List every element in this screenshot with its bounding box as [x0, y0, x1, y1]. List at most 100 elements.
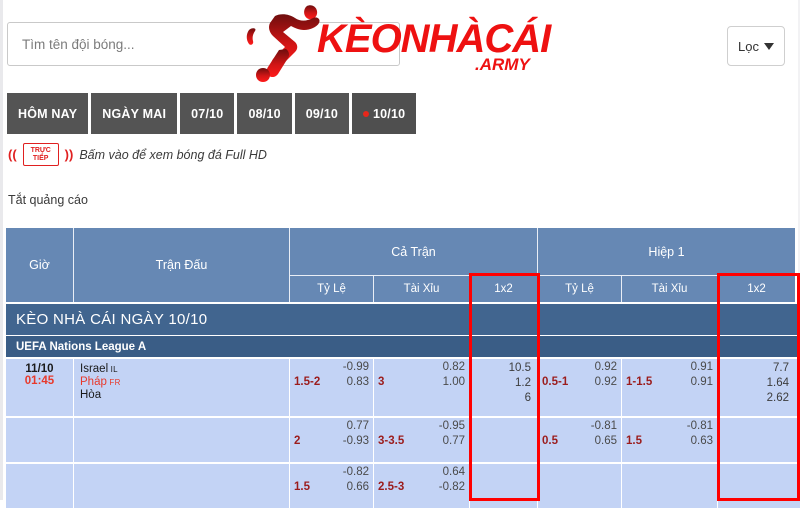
full-handicap-cell-value-2: 0.83: [346, 376, 369, 388]
table-header-group-row: Giờ Trận Đấu Cả Trận Hiệp 1: [6, 228, 800, 302]
match-time-cell: [6, 464, 74, 508]
full-handicap-cell-handicap: 1.5-2: [294, 376, 321, 388]
logo-wordmark: KÈONHÀCÁI: [317, 16, 552, 61]
search-input[interactable]: [8, 23, 399, 65]
header-time: Giờ: [6, 228, 74, 302]
date-tab-label: NGÀY MAI: [102, 106, 167, 121]
date-tab[interactable]: NGÀY MAI: [91, 93, 178, 134]
half-handicap-cell-handicap: 0.5: [542, 435, 558, 447]
full-overunder-cell-value-2: -0.82: [438, 481, 465, 493]
half-overunder-cell[interactable]: 1.5 -0.81 0.63: [622, 418, 718, 462]
table-row[interactable]: 11/10 01:45 Israel IL Pháp FR Hòa 1.5-2 -0.99 0…: [6, 357, 800, 416]
logo-icon: KÈONHÀCÁI .ARMY: [246, 5, 553, 82]
table-body: 11/10 01:45 Israel IL Pháp FR Hòa 1.5-2 -0.99 0…: [6, 357, 800, 508]
full-overunder-cell[interactable]: 2.5-3 0.64 -0.82: [374, 464, 470, 508]
date-tab-label: 08/10: [248, 106, 281, 121]
home-team-country-code: IL: [108, 365, 118, 374]
full-handicap-cell-handicap: 1.5: [294, 481, 310, 493]
live-promo[interactable]: (( TRỰC TIẾP )) Bấm vào để xem bóng đá F…: [8, 143, 267, 166]
full-x12-cell-value: 6: [524, 392, 531, 404]
league-band: UEFA Nations League A: [6, 335, 800, 357]
full-overunder-cell-value-1: -0.95: [438, 420, 465, 432]
date-tab[interactable]: 07/10: [180, 93, 235, 134]
match-teams-cell[interactable]: Israel IL Pháp FR Hòa: [74, 359, 290, 416]
header-match: Trận Đấu: [74, 228, 290, 302]
half-overunder-cell-value-1: -0.81: [686, 420, 713, 432]
full-x12-cell[interactable]: [470, 464, 538, 508]
half-overunder-cell[interactable]: 1-1.5 0.91 0.91: [622, 359, 718, 416]
promo-text: Bấm vào để xem bóng đá Full HD: [79, 147, 267, 162]
header-half-odds: Tỷ Lệ: [538, 275, 622, 302]
half-overunder-cell-handicap: 1-1.5: [626, 376, 653, 388]
away-team-country-code: FR: [106, 378, 121, 387]
day-title-band: KÈO NHÀ CÁI NGÀY 10/10: [6, 302, 800, 335]
date-tab[interactable]: 08/10: [237, 93, 292, 134]
filter-label: Lọc: [738, 38, 759, 54]
full-handicap-cell-value-1: 0.77: [346, 420, 369, 432]
full-overunder-cell[interactable]: 3 0.82 1.00: [374, 359, 470, 416]
half-overunder-cell-value-2: 0.63: [690, 435, 713, 447]
date-tab[interactable]: 10/10: [352, 93, 417, 134]
match-time-cell: [6, 418, 74, 462]
date-tab-label: 07/10: [191, 106, 224, 121]
odds-table: Giờ Trận Đấu Cả Trận Hiệp 1 Tỷ Lệ Tài Xỉ…: [6, 228, 800, 508]
header-full-odds: Tỷ Lệ: [290, 275, 374, 302]
date-tab[interactable]: HÔM NAY: [7, 93, 89, 134]
match-kickoff-time: 01:45: [24, 375, 55, 387]
half-handicap-cell[interactable]: 0.5 -0.81 0.65: [538, 418, 622, 462]
full-handicap-cell[interactable]: 1.5 -0.82 0.66: [290, 464, 374, 508]
logo-suffix: .ARMY: [475, 55, 531, 74]
search-box[interactable]: [7, 22, 400, 66]
full-overunder-cell-value-1: 0.82: [442, 361, 465, 373]
match-teams-cell[interactable]: [74, 464, 290, 508]
table-row[interactable]: 1.5 -0.82 0.66 2.5-3 0.64 -0.82: [6, 462, 800, 508]
full-overunder-cell[interactable]: 3-3.5 -0.95 0.77: [374, 418, 470, 462]
filter-button[interactable]: Lọc: [727, 26, 785, 66]
page-right-border: [798, 0, 800, 500]
table-row[interactable]: 2 0.77 -0.93 3-3.5 -0.95 0.77 0.5 -0.81 0.65 1.5-…: [6, 416, 800, 462]
header-half-ou: Tài Xỉu: [622, 275, 718, 302]
away-team: Pháp FR: [80, 376, 121, 388]
live-badge-line2: TIẾP: [32, 154, 49, 162]
half-x12-cell-value: 1.64: [766, 377, 789, 389]
active-dot-icon: [363, 110, 369, 117]
half-overunder-cell[interactable]: [622, 464, 718, 508]
full-handicap-cell[interactable]: 1.5-2 -0.99 0.83: [290, 359, 374, 416]
half-x12-cell[interactable]: 7.7 1.64 2.62: [718, 359, 795, 416]
date-tab[interactable]: 09/10: [294, 93, 349, 134]
live-badge: TRỰC TIẾP: [22, 143, 59, 166]
half-handicap-cell-value-2: 0.65: [594, 435, 617, 447]
footballer-icon: [246, 5, 320, 82]
full-handicap-cell[interactable]: 2 0.77 -0.93: [290, 418, 374, 462]
date-tab-label: 10/10: [373, 106, 406, 121]
half-overunder-cell-value-2: 0.91: [690, 376, 713, 388]
header-full-match: Cả Trận: [290, 228, 538, 275]
full-overunder-cell-handicap: 3-3.5: [378, 435, 405, 447]
wave-right-icon: )): [64, 147, 74, 162]
full-overunder-cell-value-2: 0.77: [442, 435, 465, 447]
ads-off-link[interactable]: Tắt quảng cáo: [8, 193, 88, 207]
full-overunder-cell-value-2: 1.00: [442, 376, 465, 388]
half-handicap-cell[interactable]: 0.5-1 0.92 0.92: [538, 359, 622, 416]
full-handicap-cell-value-2: -0.93: [342, 435, 369, 447]
half-handicap-cell[interactable]: [538, 464, 622, 508]
draw-label: Hòa: [80, 389, 102, 401]
site-logo[interactable]: KÈONHÀCÁI .ARMY: [245, 0, 565, 82]
full-handicap-cell-value-1: -0.82: [342, 466, 369, 478]
half-overunder-cell-handicap: 1.5: [626, 435, 642, 447]
match-teams-cell[interactable]: [74, 418, 290, 462]
match-date: 11/10: [25, 363, 54, 375]
home-team: Israel IL: [80, 363, 118, 375]
half-x12-cell[interactable]: [718, 464, 795, 508]
date-tab-label: 09/10: [305, 106, 338, 121]
header-half-x12: 1x2: [718, 275, 795, 302]
header-full-x12: 1x2: [470, 275, 538, 302]
full-x12-cell[interactable]: 10.5 1.2 6: [470, 359, 538, 416]
half-x12-cell[interactable]: [718, 418, 795, 462]
full-overunder-cell-value-1: 0.64: [442, 466, 465, 478]
full-x12-cell[interactable]: [470, 418, 538, 462]
match-time-cell: 11/10 01:45: [6, 359, 74, 416]
table-header-sub-row: Tỷ Lệ Tài Xỉu 1x2 Tỷ Lệ Tài Xỉu 1x2: [290, 275, 800, 302]
full-overunder-cell-handicap: 2.5-3: [378, 481, 405, 493]
full-overunder-cell-handicap: 3: [378, 376, 385, 388]
